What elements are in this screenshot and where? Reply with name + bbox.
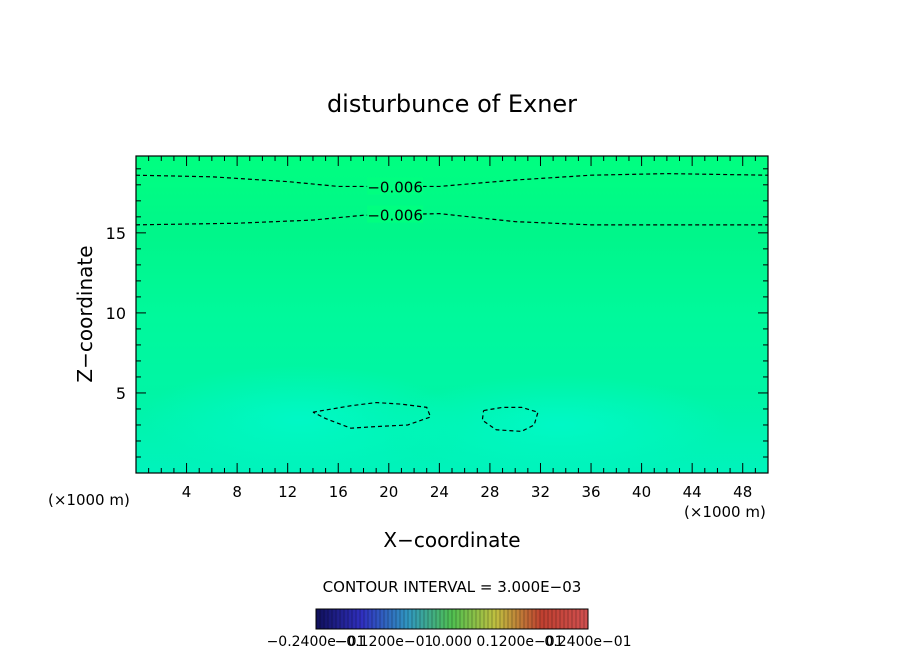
- colorbar-label: −0.1200e−01: [335, 634, 434, 650]
- contour-interval-label: CONTOUR INTERVAL = 3.000E−03: [323, 578, 582, 596]
- x-tick-label: 44: [683, 483, 702, 501]
- x-tick-label: 36: [581, 483, 600, 501]
- contour-label-bg: [367, 177, 424, 195]
- x-unit-right: (×1000 m): [684, 503, 766, 521]
- x-tick-label: 48: [733, 483, 752, 501]
- x-tick-labels: 4 8 12 16 20 24 28 32 36 40 44 48: [182, 483, 752, 501]
- contour-line: [481, 406, 539, 432]
- x-tick-label: 8: [232, 483, 242, 501]
- y-tick-label: 10: [106, 304, 126, 323]
- colorbar-label: −0.2400e−01: [267, 634, 366, 650]
- contour-label-bg: [367, 205, 424, 223]
- contour-label: −0.006: [367, 178, 423, 196]
- contour-line: [136, 173, 768, 188]
- x-tick-label: 32: [531, 483, 550, 501]
- colorbar-label: 0.2400e−01: [544, 634, 631, 650]
- colorbar-stripes: [315, 609, 585, 629]
- contour-lines: −0.006 −0.006: [136, 173, 768, 432]
- y-axis-label: Z−coordinate: [73, 245, 97, 382]
- x-unit-left: (×1000 m): [48, 491, 130, 509]
- x-tick-label: 12: [278, 483, 297, 501]
- axis-ticks: [136, 156, 768, 473]
- field-blob-right: [390, 375, 730, 473]
- x-tick-label: 40: [632, 483, 651, 501]
- colorbar-label: 0.1200e−01: [476, 634, 563, 650]
- x-tick-label: 4: [182, 483, 192, 501]
- x-axis-label: X−coordinate: [383, 528, 520, 552]
- y-tick-label: 5: [116, 384, 126, 403]
- x-tick-label: 16: [329, 483, 348, 501]
- contour-field: −0.006 −0.006: [136, 156, 768, 473]
- field-blob-left: [140, 365, 460, 473]
- y-tick-labels: 5 10 15: [106, 224, 126, 403]
- y-tick-label: 15: [106, 224, 126, 243]
- x-tick-label: 20: [379, 483, 398, 501]
- colorbar-label: 0.000: [432, 634, 472, 650]
- x-tick-label: 24: [430, 483, 449, 501]
- contour-label: −0.006: [367, 207, 423, 225]
- x-tick-label: 28: [480, 483, 499, 501]
- colorbar-labels: −0.2400e−01−0.1200e−010.000 0.1200e−010.2…: [267, 634, 632, 650]
- chart-title: disturbunce of Exner: [327, 90, 577, 118]
- colorbar: [315, 608, 589, 630]
- contour-line: [136, 213, 768, 226]
